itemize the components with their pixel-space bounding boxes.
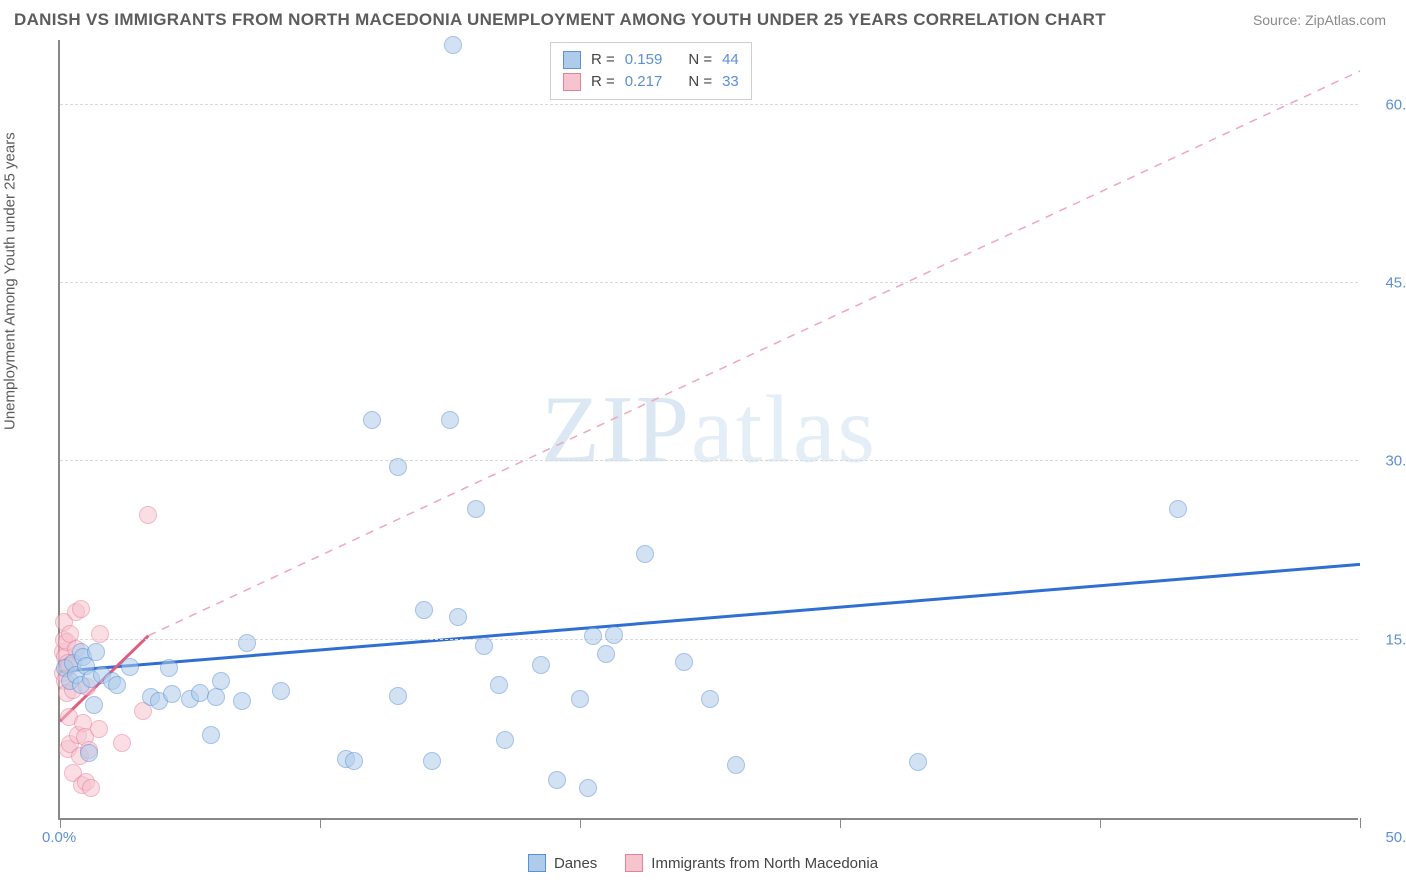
correlation-legend: R = 0.159 N = 44 R = 0.217 N = 33 <box>550 42 752 100</box>
scatter-point-danes <box>636 545 654 563</box>
scatter-point-macedonia <box>139 506 157 524</box>
legend-swatch-danes <box>528 854 546 872</box>
y-axis-label: Unemployment Among Youth under 25 years <box>2 132 19 430</box>
scatter-point-danes <box>909 753 927 771</box>
n-label: N = <box>688 71 712 93</box>
gridline <box>60 460 1358 461</box>
scatter-point-danes <box>727 756 745 774</box>
r-value: 0.159 <box>625 49 663 71</box>
scatter-point-danes <box>85 696 103 714</box>
scatter-point-danes <box>363 411 381 429</box>
scatter-point-macedonia <box>90 720 108 738</box>
scatter-point-danes <box>415 601 433 619</box>
r-label: R = <box>591 71 615 93</box>
r-label: R = <box>591 49 615 71</box>
scatter-point-danes <box>475 637 493 655</box>
r-value: 0.217 <box>625 71 663 93</box>
scatter-point-danes <box>605 626 623 644</box>
scatter-point-macedonia <box>72 600 90 618</box>
scatter-point-danes <box>389 458 407 476</box>
gridline <box>60 104 1358 105</box>
legend-swatch-danes <box>563 51 581 69</box>
scatter-point-danes <box>160 659 178 677</box>
y-tick-label: 60.0% <box>1385 96 1406 113</box>
legend-row: R = 0.217 N = 33 <box>563 71 739 93</box>
scatter-point-danes <box>345 752 363 770</box>
scatter-point-danes <box>108 676 126 694</box>
scatter-point-danes <box>238 634 256 652</box>
scatter-point-danes <box>571 690 589 708</box>
scatter-point-danes <box>163 685 181 703</box>
scatter-point-danes <box>207 688 225 706</box>
scatter-point-danes <box>202 726 220 744</box>
regression-line <box>60 564 1360 671</box>
legend-item-macedonia: Immigrants from North Macedonia <box>625 854 878 872</box>
legend-swatch-macedonia <box>625 854 643 872</box>
source-citation: Source: ZipAtlas.com <box>1253 12 1386 28</box>
scatter-point-danes <box>548 771 566 789</box>
legend-item-danes: Danes <box>528 854 597 872</box>
gridline <box>60 282 1358 283</box>
watermark: ZIPatlas <box>541 374 877 485</box>
n-value: 33 <box>722 71 739 93</box>
scatter-point-danes <box>579 779 597 797</box>
scatter-point-danes <box>80 744 98 762</box>
x-tick-label: 0.0% <box>42 829 76 846</box>
scatter-point-danes <box>467 500 485 518</box>
scatter-point-danes <box>449 608 467 626</box>
n-label: N = <box>688 49 712 71</box>
x-tick <box>60 818 61 828</box>
x-tick <box>1100 818 1101 828</box>
x-tick <box>580 818 581 828</box>
y-tick-label: 30.0% <box>1385 453 1406 470</box>
scatter-point-macedonia <box>113 734 131 752</box>
scatter-point-danes <box>675 653 693 671</box>
legend-label: Immigrants from North Macedonia <box>651 855 878 872</box>
legend-row: R = 0.159 N = 44 <box>563 49 739 71</box>
scatter-point-danes <box>444 36 462 54</box>
scatter-point-danes <box>233 692 251 710</box>
regression-line <box>148 71 1360 636</box>
scatter-point-macedonia <box>82 779 100 797</box>
watermark-thin: atlas <box>691 376 877 483</box>
legend-label: Danes <box>554 855 597 872</box>
scatter-point-danes <box>212 672 230 690</box>
x-tick <box>840 818 841 828</box>
n-value: 44 <box>722 49 739 71</box>
x-tick <box>1360 818 1361 828</box>
y-tick-label: 45.0% <box>1385 274 1406 291</box>
scatter-point-danes <box>272 682 290 700</box>
scatter-point-danes <box>389 687 407 705</box>
scatter-point-danes <box>701 690 719 708</box>
scatter-point-danes <box>584 627 602 645</box>
scatter-point-danes <box>121 658 139 676</box>
scatter-point-danes <box>490 676 508 694</box>
legend-swatch-macedonia <box>563 73 581 91</box>
scatter-point-danes <box>441 411 459 429</box>
y-tick-label: 15.0% <box>1385 631 1406 648</box>
chart-container: DANISH VS IMMIGRANTS FROM NORTH MACEDONI… <box>0 0 1406 892</box>
scatter-point-danes <box>496 731 514 749</box>
watermark-bold: ZIP <box>541 376 691 483</box>
series-legend: Danes Immigrants from North Macedonia <box>0 854 1406 872</box>
scatter-point-danes <box>532 656 550 674</box>
scatter-point-macedonia <box>91 625 109 643</box>
scatter-point-danes <box>1169 500 1187 518</box>
scatter-point-danes <box>423 752 441 770</box>
scatter-point-danes <box>87 643 105 661</box>
scatter-point-danes <box>597 645 615 663</box>
chart-title: DANISH VS IMMIGRANTS FROM NORTH MACEDONI… <box>14 10 1106 30</box>
plot-area: ZIPatlas 15.0%30.0%45.0%60.0%0.0%50.0% <box>58 40 1358 820</box>
x-tick <box>320 818 321 828</box>
x-tick-label: 50.0% <box>1385 829 1406 846</box>
